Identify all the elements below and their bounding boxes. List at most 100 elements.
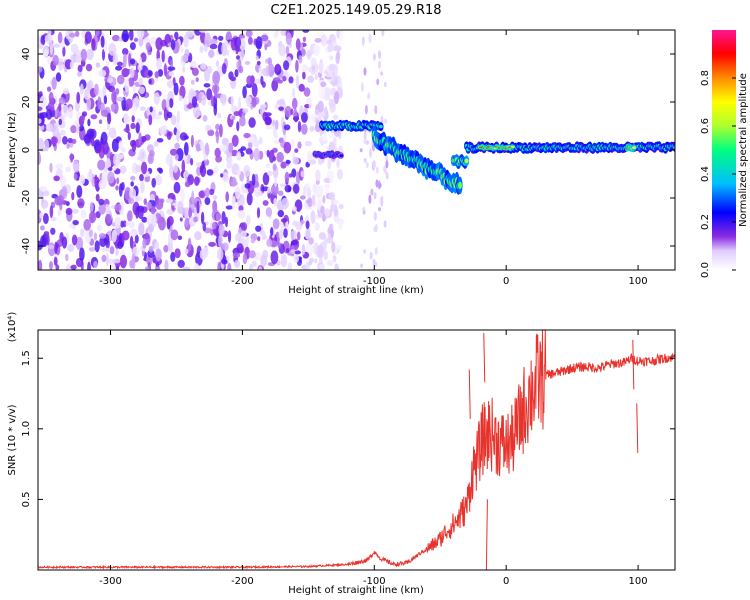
heatmap-noise-cell bbox=[69, 61, 74, 70]
heatmap-noise-cell bbox=[179, 85, 186, 99]
heatmap-noise-cell bbox=[258, 66, 263, 78]
heatmap-noise-cell bbox=[191, 190, 195, 205]
heatmap-noise-cell bbox=[190, 79, 195, 85]
heatmap-noise-cell bbox=[111, 229, 117, 243]
heatmap-noise-cell bbox=[330, 75, 335, 83]
heatmap-noise-cell bbox=[159, 125, 167, 136]
heatmap-noise-cell bbox=[219, 123, 223, 138]
heatmap-noise-cell bbox=[179, 75, 185, 86]
heatmap-noise-cell bbox=[77, 64, 83, 73]
heatmap-noise-cell bbox=[383, 165, 387, 172]
heatmap-noise-cell bbox=[181, 66, 186, 73]
heatmap-noise-cell bbox=[265, 163, 271, 168]
heatmap-noise-cell bbox=[378, 50, 381, 59]
heatmap-noise-cell bbox=[290, 239, 299, 246]
heatmap-noise-cell bbox=[292, 156, 299, 165]
heatmap-x-ticks: -300 -200 -100 0 100 bbox=[99, 30, 648, 287]
heatmap-noise-cell bbox=[320, 205, 325, 214]
heatmap-noise-cell bbox=[249, 263, 253, 270]
heatmap-noise-cell bbox=[70, 153, 74, 163]
heatmap-noise-cell bbox=[265, 207, 273, 217]
heatmap-noise-cell bbox=[230, 76, 237, 82]
heatmap-noise-cell bbox=[49, 205, 54, 218]
heatmap-noise-cell bbox=[167, 66, 176, 71]
heatmap-noise-cell bbox=[53, 43, 61, 48]
heatmap-noise-cell bbox=[199, 45, 204, 54]
heatmap-noise-cell bbox=[366, 140, 370, 145]
heatmap-noise-cell bbox=[71, 191, 75, 201]
heatmap-noise-cell bbox=[198, 190, 205, 199]
snr-y-ticks: 0.5 1.0 1.5 bbox=[21, 350, 675, 507]
heatmap-noise-cell bbox=[234, 36, 242, 49]
heatmap-noise-cell bbox=[60, 104, 69, 118]
heatmap-noise-cell bbox=[57, 31, 63, 44]
heatmap-noise-cell bbox=[62, 46, 66, 57]
heatmap-noise-cell bbox=[107, 112, 112, 125]
heatmap-noise-cell bbox=[148, 78, 152, 85]
heatmap-noise-cell bbox=[138, 132, 142, 146]
heatmap-noise-cell bbox=[153, 140, 159, 147]
heatmap-noise-cell bbox=[225, 191, 229, 203]
heatmap-noise-cell bbox=[215, 212, 221, 221]
heatmap-noise-cell bbox=[280, 254, 288, 268]
heatmap-noise-cell bbox=[184, 48, 190, 58]
heatmap-noise-cell bbox=[363, 139, 367, 145]
heatmap-noise-cell bbox=[169, 148, 178, 156]
heatmap-noise-cell bbox=[164, 259, 169, 270]
heatmap-noise-cell bbox=[131, 115, 135, 123]
heatmap-noise-cell bbox=[384, 118, 387, 124]
heatmap-noise-cell bbox=[275, 119, 279, 130]
heatmap-signal-cell bbox=[378, 124, 383, 129]
heatmap-noise-cell bbox=[221, 242, 229, 251]
heatmap-noise-cell bbox=[200, 31, 206, 44]
heatmap-noise-cell bbox=[111, 90, 117, 104]
heatmap-noise-cell bbox=[143, 198, 147, 206]
heatmap-noise-cell bbox=[165, 98, 170, 111]
heatmap-noise-cell bbox=[97, 96, 102, 110]
heatmap-noise-cell bbox=[314, 38, 322, 43]
heatmap-noise-cell bbox=[129, 235, 134, 249]
heatmap-noise-cell bbox=[246, 215, 251, 226]
heatmap-noise-cell bbox=[38, 259, 43, 270]
heatmap-noise-cell bbox=[48, 91, 54, 103]
heatmap-noise-cell bbox=[270, 250, 279, 265]
heatmap-noise-cell bbox=[334, 91, 340, 105]
heatmap-noise-cell bbox=[237, 210, 246, 219]
heatmap-signal-cell bbox=[458, 181, 462, 189]
heatmap-noise-cell bbox=[185, 31, 194, 38]
heatmap-noise-cell bbox=[260, 254, 268, 267]
heatmap-noise-cell bbox=[45, 108, 53, 120]
heatmap-noise-cell bbox=[183, 170, 189, 178]
snr-x-tick-label: -300 bbox=[99, 576, 122, 587]
heatmap-noise-cell bbox=[179, 217, 183, 222]
heatmap-noise-cell bbox=[215, 60, 219, 67]
heatmap-noise-cell bbox=[39, 185, 48, 192]
heatmap-noise-cell bbox=[137, 77, 144, 86]
snr-x-tick-label: -100 bbox=[363, 576, 386, 587]
heatmap-noise-cell bbox=[280, 161, 287, 169]
heatmap-noise-cell bbox=[236, 243, 244, 254]
heatmap-noise-cell bbox=[225, 205, 234, 210]
heatmap-noise-cell bbox=[285, 32, 292, 46]
heatmap-noise-cell bbox=[160, 198, 165, 204]
heatmap-noise-cell bbox=[330, 228, 334, 238]
heatmap-noise-cell bbox=[231, 134, 239, 147]
heatmap-noise-cell bbox=[373, 211, 377, 221]
colorbar-label: Normalized spectral amplitude bbox=[738, 73, 749, 227]
heatmap-noise-cell bbox=[204, 32, 211, 47]
snr-spike bbox=[468, 369, 471, 419]
heatmap-noise-cell bbox=[385, 172, 389, 180]
heatmap-noise-cell bbox=[276, 99, 285, 105]
heatmap-noise-cell bbox=[310, 57, 317, 67]
heatmap-noise-cell bbox=[195, 77, 199, 83]
heatmap-noise-cell bbox=[170, 39, 176, 51]
heatmap-noise-cell bbox=[328, 223, 334, 231]
heatmap-noise-cell bbox=[221, 172, 229, 183]
snr-x-tick-label: 100 bbox=[629, 576, 648, 587]
heatmap-noise-cell bbox=[80, 48, 88, 62]
heatmap-noise-cell bbox=[306, 187, 312, 198]
colorbar-tick-label: 0.2 bbox=[700, 214, 711, 230]
snr-series-line bbox=[38, 330, 675, 570]
heatmap-noise-cell bbox=[232, 252, 241, 259]
heatmap-noise-cell bbox=[302, 71, 306, 80]
